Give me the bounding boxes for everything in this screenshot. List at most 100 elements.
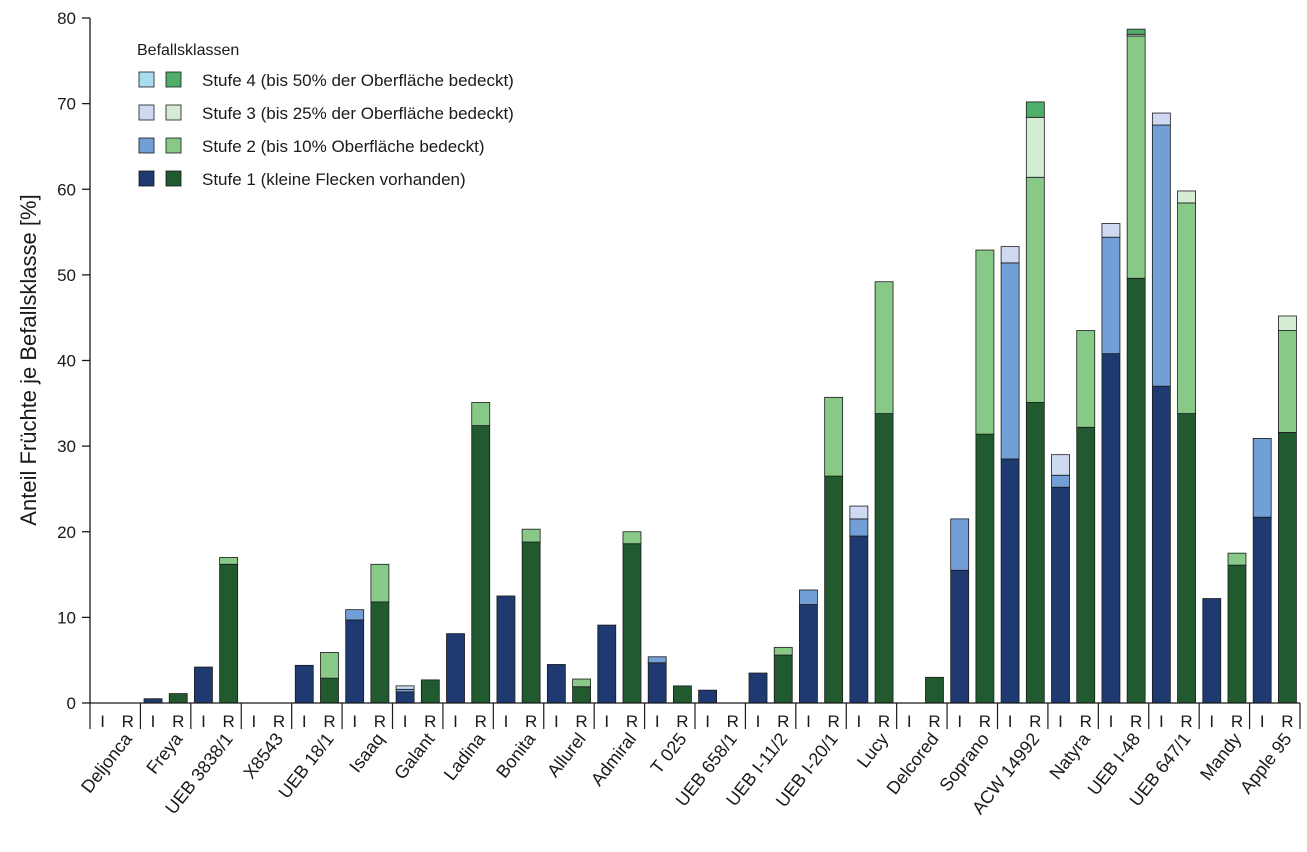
bar-segment	[975, 249, 995, 435]
bar-segment	[849, 505, 869, 520]
bar-segment	[1252, 438, 1272, 518]
sub-label-R: R	[172, 712, 184, 731]
legend-swatch-i	[138, 137, 155, 154]
bar-segment	[1202, 598, 1222, 704]
sub-label-I: I	[1008, 712, 1013, 731]
sub-label-R: R	[777, 712, 789, 731]
bar-segment	[1151, 124, 1171, 387]
bar-segment	[572, 686, 591, 704]
sub-label-I: I	[856, 712, 861, 731]
sub-label-I: I	[251, 712, 256, 731]
bar-segment	[546, 664, 566, 704]
bar-segment	[194, 666, 213, 704]
bar-segment	[370, 601, 390, 704]
category-label: Natyra	[1046, 728, 1095, 783]
bar-segment	[1126, 28, 1146, 35]
sub-label-R: R	[878, 712, 890, 731]
legend-swatch-i	[138, 104, 155, 121]
sub-label-I: I	[504, 712, 509, 731]
sub-label-R: R	[928, 712, 940, 731]
sub-label-R: R	[525, 712, 537, 731]
bar-segment	[1177, 202, 1196, 414]
bar-segment	[1051, 454, 1070, 476]
sub-label-I: I	[705, 712, 710, 731]
bar-segment	[1177, 413, 1196, 704]
bar-segment	[294, 664, 314, 704]
bar-segment	[1025, 402, 1045, 704]
category-label: Mandy	[1196, 729, 1245, 784]
bar-segment	[496, 595, 516, 704]
category-label: Galant	[390, 729, 438, 783]
category-label: Ladina	[440, 728, 490, 784]
sub-label-R: R	[727, 712, 739, 731]
sub-label-I: I	[403, 712, 408, 731]
bar-segment	[1101, 236, 1121, 355]
bar-segment	[1151, 112, 1171, 126]
bar-segment	[1252, 516, 1272, 704]
bar-segment	[521, 541, 541, 704]
bar-segment	[799, 604, 818, 704]
bar-segment	[1277, 315, 1297, 331]
bar-segment	[446, 633, 465, 704]
bar-segment	[950, 518, 970, 571]
y-tick-label: 30	[57, 437, 76, 456]
bar-segment	[849, 535, 869, 704]
y-tick-label: 10	[57, 608, 76, 627]
bar-segment	[622, 543, 642, 704]
legend-swatch-r	[165, 170, 182, 187]
bar-segment	[1025, 116, 1045, 178]
legend-swatch-r	[165, 137, 182, 154]
legend-entry-label: Stufe 3 (bis 25% der Oberfläche bedeckt)	[202, 104, 514, 123]
bar-segment	[698, 689, 718, 704]
sub-label-R: R	[424, 712, 436, 731]
y-tick-label: 60	[57, 180, 76, 199]
bar-segment	[1000, 262, 1020, 460]
sub-label-R: R	[223, 712, 235, 731]
y-tick-label: 70	[57, 95, 76, 114]
bar-segment	[1126, 35, 1146, 279]
sub-label-I: I	[352, 712, 357, 731]
sub-label-I: I	[201, 712, 206, 731]
sub-label-R: R	[979, 712, 991, 731]
bar-segment	[824, 475, 844, 704]
legend-swatch-i	[138, 170, 155, 187]
y-tick-label: 40	[57, 352, 76, 371]
bar-segment	[975, 433, 995, 704]
sub-label-I: I	[151, 712, 156, 731]
sub-label-I: I	[1109, 712, 1114, 731]
bar-segment	[1000, 458, 1020, 704]
axes-layer	[82, 17, 1301, 729]
sub-label-I: I	[957, 712, 962, 731]
bar-segment	[521, 528, 541, 543]
category-label: Bonita	[492, 728, 540, 781]
bar-segment	[471, 425, 491, 704]
legend-title: Befallsklassen	[137, 42, 239, 59]
sub-label-I: I	[1058, 712, 1063, 731]
bar-segment	[1227, 564, 1247, 704]
bar-segment	[1227, 552, 1247, 566]
bar-segment	[773, 646, 793, 656]
sub-label-R: R	[828, 712, 840, 731]
bar-segment	[320, 652, 339, 679]
bar-segment	[874, 413, 894, 704]
bar-segment	[647, 656, 667, 664]
category-label: Allurel	[543, 729, 590, 781]
legend-swatch-r	[165, 71, 182, 88]
category-label: T 025	[647, 729, 691, 777]
bar-segment	[219, 563, 239, 704]
sub-label-R: R	[1029, 712, 1041, 731]
legend-entries: Stufe 4 (bis 50% der Oberfläche bedeckt)…	[138, 71, 514, 189]
legend-entry-label: Stufe 4 (bis 50% der Oberfläche bedeckt)	[202, 71, 514, 90]
bar-segment	[1177, 190, 1196, 204]
bar-segment	[672, 685, 692, 704]
bar-segment	[773, 654, 793, 704]
category-label: Deljonca	[77, 728, 136, 796]
y-tick-label: 0	[67, 694, 76, 713]
bar-segment	[1101, 353, 1121, 704]
sub-label-I: I	[806, 712, 811, 731]
y-axis-title: Anteil Früchte je Befallsklasse [%]	[16, 194, 41, 525]
sub-label-I: I	[302, 712, 307, 731]
sub-label-I: I	[100, 712, 105, 731]
bar-segment	[799, 589, 818, 605]
